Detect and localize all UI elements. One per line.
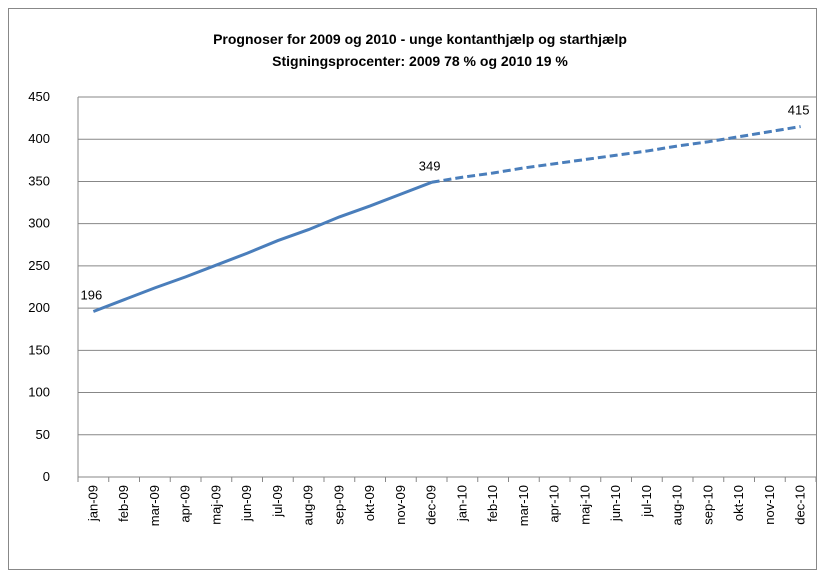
chart-title: Prognoser for 2009 og 2010 - unge kontan… [213,31,627,47]
y-tick-label: 350 [28,173,50,188]
y-tick-label: 450 [28,89,50,104]
x-tick-label: nov-10 [762,485,777,525]
x-tick-label: maj-09 [208,485,223,525]
x-tick-label: sep-09 [331,485,346,525]
data-label: 196 [81,287,103,302]
chart-border [8,8,817,570]
chart-subtitle: Stigningsprocenter: 2009 78 % og 2010 19… [272,53,568,69]
y-tick-label: 100 [28,385,50,400]
y-tick-label: 200 [28,300,50,315]
x-tick-label: jun-09 [239,485,254,522]
x-tick-label: jul-10 [639,485,654,518]
x-tick-label: jun-10 [608,485,623,522]
x-tick-label: dec-10 [793,485,808,525]
line-series [92,180,433,313]
x-tick-label: sep-10 [700,485,715,525]
x-tick-label: apr-09 [178,485,193,523]
line-series [431,125,801,184]
x-tick-label: jan-10 [454,485,469,522]
x-tick-label: aug-09 [301,485,316,525]
data-label: 415 [788,103,810,118]
y-tick-label: 150 [28,342,50,357]
y-tick-label: 50 [36,427,50,442]
x-tick-label: mar-09 [147,485,162,526]
data-label: 349 [419,158,441,173]
x-tick-label: aug-10 [670,485,685,525]
y-tick-label: 0 [43,469,50,484]
x-tick-label: jan-09 [85,485,100,522]
x-tick-label: maj-10 [577,485,592,525]
y-tick-label: 300 [28,216,50,231]
x-tick-label: okt-10 [731,485,746,521]
y-tick-label: 400 [28,131,50,146]
x-tick-label: mar-10 [516,485,531,526]
y-tick-label: 250 [28,258,50,273]
x-tick-label: apr-10 [547,485,562,523]
x-tick-label: nov-09 [393,485,408,525]
x-tick-label: jul-09 [270,485,285,518]
x-tick-label: dec-09 [424,485,439,525]
x-tick-label: feb-09 [116,485,131,522]
x-tick-label: okt-09 [362,485,377,521]
x-tick-label: feb-10 [485,485,500,522]
